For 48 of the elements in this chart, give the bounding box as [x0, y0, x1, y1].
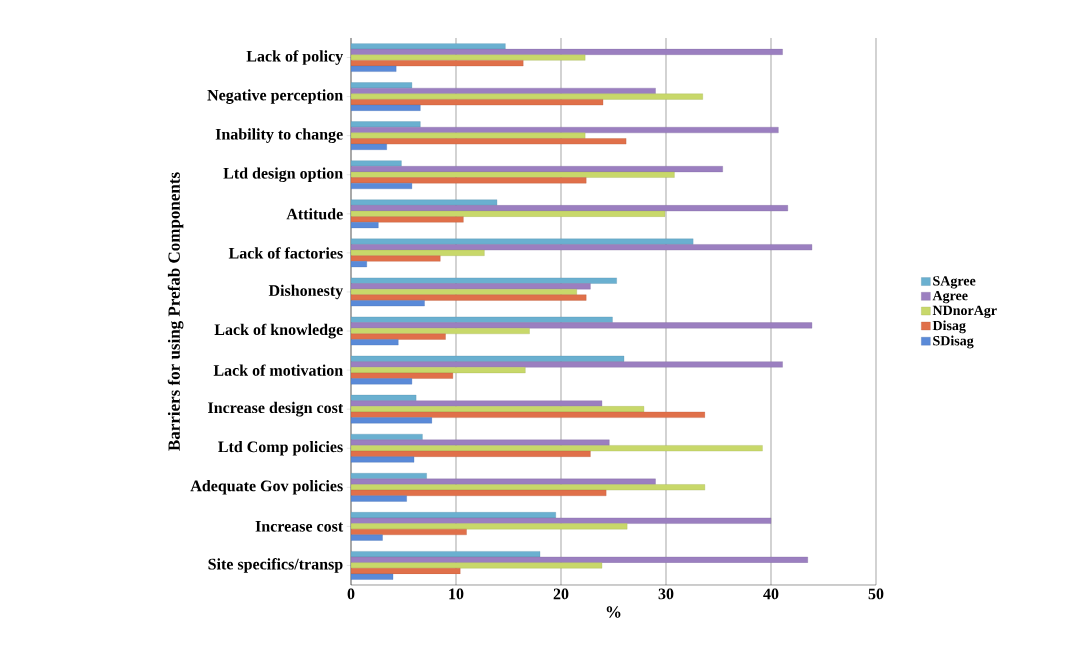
- x-axis-title: %: [606, 606, 621, 618]
- y-tick-label: Attitude: [286, 208, 343, 220]
- x-tick-label: 10: [449, 588, 464, 600]
- y-tick-label: Lack of factories: [228, 247, 343, 259]
- y-tick-label: Lack of policy: [246, 50, 344, 65]
- x-tick-label: 50: [868, 588, 884, 600]
- y-tick-label: Dishonesty: [268, 284, 344, 300]
- legend-label: SDisag: [933, 335, 974, 349]
- bar: [351, 65, 397, 72]
- bar: [351, 417, 432, 424]
- bar: [351, 378, 413, 385]
- y-tick-label: Ltd design option: [223, 167, 343, 183]
- x-tick-label: 40: [763, 588, 779, 600]
- y-tick-label: Inability to change: [215, 128, 343, 143]
- bar: [351, 143, 387, 150]
- y-tick-label: Adequate Gov policies: [190, 480, 343, 495]
- bar: [351, 104, 421, 111]
- bar: [351, 93, 703, 100]
- bar: [351, 523, 628, 530]
- x-tick-label: 20: [553, 588, 569, 600]
- legend-label: SAgree: [933, 276, 976, 289]
- legend-label: Agree: [932, 290, 968, 304]
- bar: [351, 495, 407, 502]
- x-tick-label: 0: [347, 588, 355, 600]
- bar: [351, 456, 415, 463]
- y-tick-label: Increase design cost: [208, 401, 344, 417]
- bar: [351, 445, 763, 452]
- bar: [351, 339, 399, 346]
- bar: [351, 573, 394, 580]
- bar: [351, 261, 367, 268]
- y-axis-title: Barriers for using Prefab Components: [167, 172, 184, 451]
- y-tick-label: Lack of knowledge: [214, 323, 343, 339]
- bar: [351, 367, 526, 374]
- legend-label: NDnorAgr: [932, 305, 997, 318]
- bar: [351, 328, 530, 334]
- y-tick-label: Negative perception: [207, 89, 343, 104]
- bar: [351, 300, 425, 307]
- y-tick-label: Lack of motivation: [213, 364, 343, 376]
- legend-label: Disag: [932, 320, 966, 334]
- y-tick-label: Ltd Comp policies: [218, 440, 343, 456]
- x-tick-label: 30: [658, 588, 674, 600]
- bar: [351, 562, 603, 569]
- bar: [351, 183, 413, 189]
- y-tick-label: Site specifics/transp: [208, 558, 343, 573]
- y-tick-label: Increase cost: [255, 521, 344, 532]
- bar: [351, 222, 379, 229]
- bar: [351, 210, 666, 217]
- bar: [351, 534, 383, 541]
